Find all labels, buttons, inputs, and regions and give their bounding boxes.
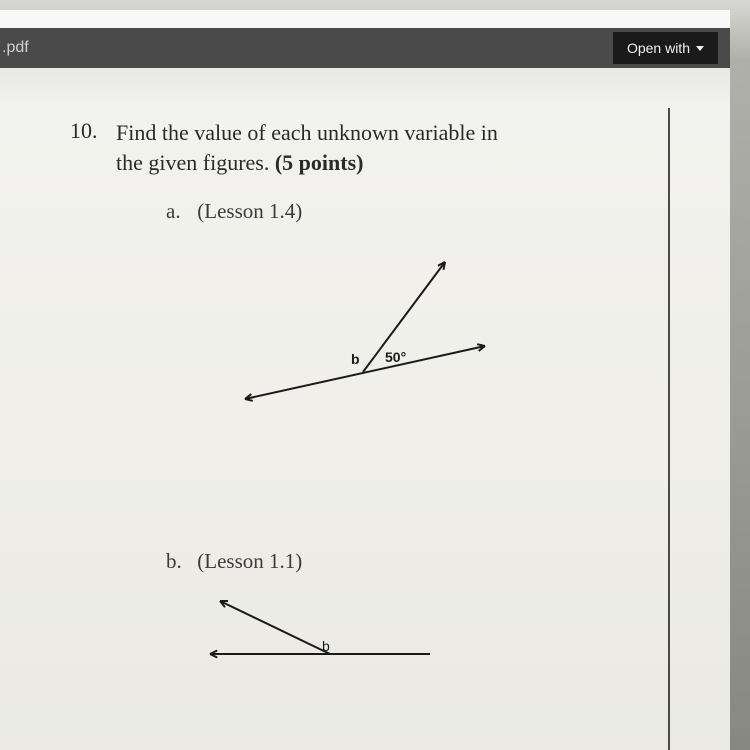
question-header: 10. Find the value of each unknown varia… bbox=[70, 118, 610, 177]
part-b-letter: b. bbox=[166, 549, 192, 574]
figure-b-diagram: b bbox=[200, 599, 440, 659]
open-with-label: Open with bbox=[627, 40, 690, 56]
svg-text:b: b bbox=[322, 638, 330, 654]
chevron-down-icon bbox=[696, 46, 704, 51]
column-divider bbox=[668, 108, 670, 750]
filename-label: .pdf bbox=[0, 39, 29, 57]
screen-frame: .pdf Open with 10. Find the value of eac… bbox=[0, 0, 750, 750]
part-a-header: a. (Lesson 1.4) bbox=[166, 199, 690, 224]
open-with-button[interactable]: Open with bbox=[613, 32, 718, 64]
question-text: Find the value of each unknown variable … bbox=[116, 118, 498, 177]
svg-text:b: b bbox=[351, 351, 360, 367]
figure-a-diagram: 50° b bbox=[235, 254, 495, 424]
part-b-lesson: (Lesson 1.1) bbox=[197, 549, 302, 573]
document-page: 10. Find the value of each unknown varia… bbox=[0, 68, 730, 750]
question-number: 10. bbox=[70, 118, 106, 177]
svg-text:50°: 50° bbox=[385, 349, 406, 365]
part-b-header: b. (Lesson 1.1) bbox=[166, 549, 690, 574]
pdf-toolbar: .pdf Open with bbox=[0, 28, 730, 68]
browser-chrome-top bbox=[0, 10, 730, 28]
part-a-lesson: (Lesson 1.4) bbox=[197, 199, 302, 223]
part-a-letter: a. bbox=[166, 199, 192, 224]
